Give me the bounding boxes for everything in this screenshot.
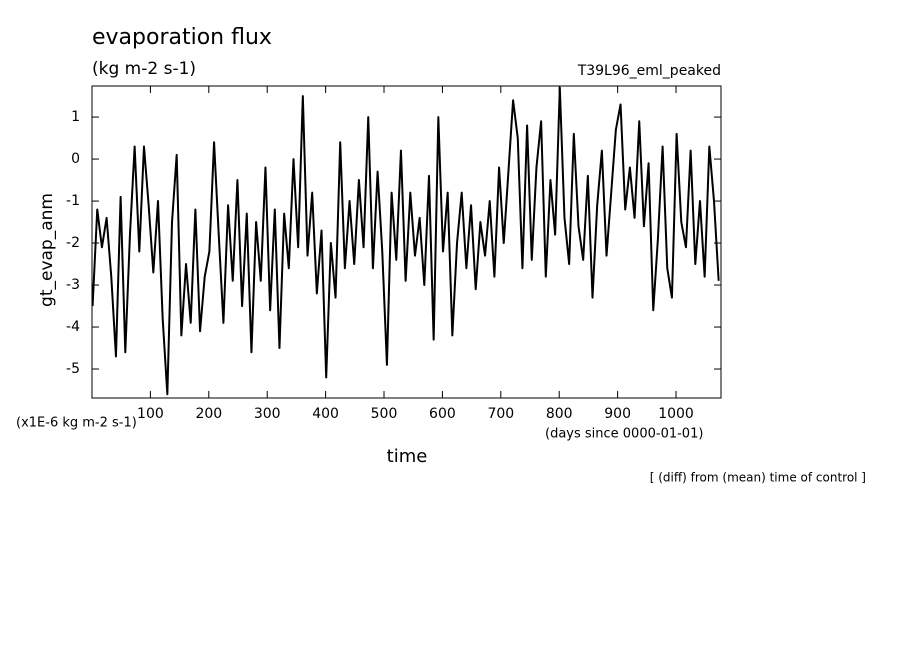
y-tick-label: -5	[66, 361, 80, 377]
x-axis-label: time	[387, 446, 428, 467]
data-line	[91, 86, 720, 396]
y-tick-label: -4	[66, 319, 80, 335]
plot-frame	[91, 85, 722, 399]
x-tick-label: 900	[604, 406, 631, 422]
x-tick-label: 800	[546, 406, 573, 422]
y-axis-label: gt_evap_anm	[37, 193, 57, 307]
x-tick-label: 100	[137, 406, 164, 422]
x-tick-label: 700	[487, 406, 514, 422]
x-tick-label: 500	[371, 406, 398, 422]
y-tick-label: -2	[66, 235, 80, 251]
x-units: (days since 0000-01-01)	[545, 427, 703, 442]
y-tick-label: -3	[66, 277, 80, 293]
x-tick-label: 600	[429, 406, 456, 422]
x-tick-label: 200	[195, 406, 222, 422]
chart-subtitle: (kg m-2 s-1)	[92, 59, 196, 79]
x-tick-label: 300	[254, 406, 281, 422]
y-tick-label: 1	[71, 109, 80, 125]
experiment-label: T39L96_eml_peaked	[577, 63, 721, 79]
note: [ (diff) from (mean) time of control ]	[650, 471, 866, 485]
y-tick-label: -1	[66, 193, 80, 209]
x-tick-label: 1000	[658, 406, 694, 422]
y-tick-label: 0	[71, 151, 80, 167]
y-units: (x1E-6 kg m-2 s-1)	[16, 416, 137, 431]
chart-title: evaporation flux	[92, 25, 272, 50]
x-tick-label: 400	[312, 406, 339, 422]
